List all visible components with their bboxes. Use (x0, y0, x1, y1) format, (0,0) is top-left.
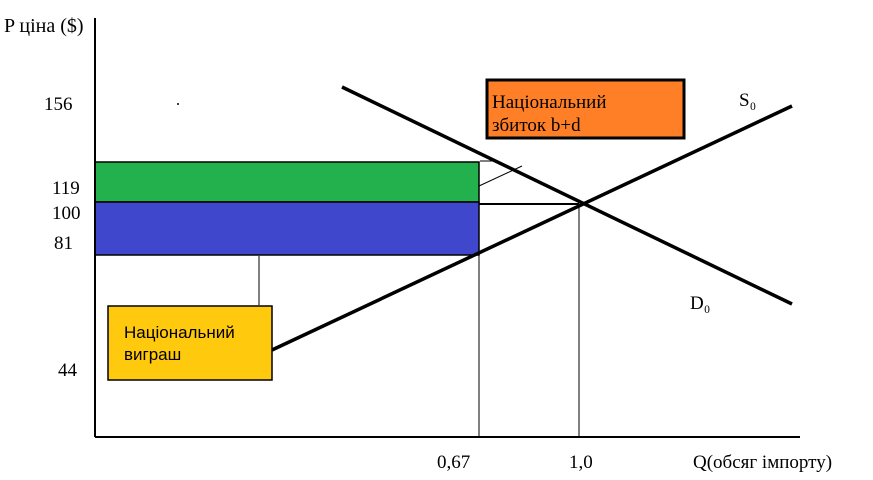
y-axis-label: P ціна ($) (4, 15, 84, 37)
stray-dot (177, 103, 179, 105)
demand-label: D₀ (690, 293, 710, 314)
loss-label-line2: збиток b+d (492, 115, 581, 136)
x-tick-067: 0,67 (437, 452, 470, 473)
gain-label-line1: Національний (124, 323, 235, 342)
blue-band (94, 201, 480, 256)
x-axis-label: Q(обсяг імпорту) (693, 452, 832, 473)
loss-label-line1: Національний (492, 92, 607, 113)
demand-curve (341, 85, 793, 306)
national-loss-box (485, 78, 686, 140)
x-tick-10: 1,0 (569, 452, 593, 473)
y-tick-81: 81 (54, 233, 73, 254)
supply-label: S₀ (739, 90, 756, 111)
supply-curve (271, 104, 793, 352)
y-tick-44: 44 (58, 360, 78, 381)
y-tick-119: 119 (52, 178, 80, 199)
y-tick-156: 156 (44, 94, 73, 115)
gain-label-line2: виграш (124, 345, 181, 364)
y-tick-100: 100 (52, 203, 81, 224)
green-band (94, 161, 480, 203)
national-gain-box (107, 305, 273, 381)
